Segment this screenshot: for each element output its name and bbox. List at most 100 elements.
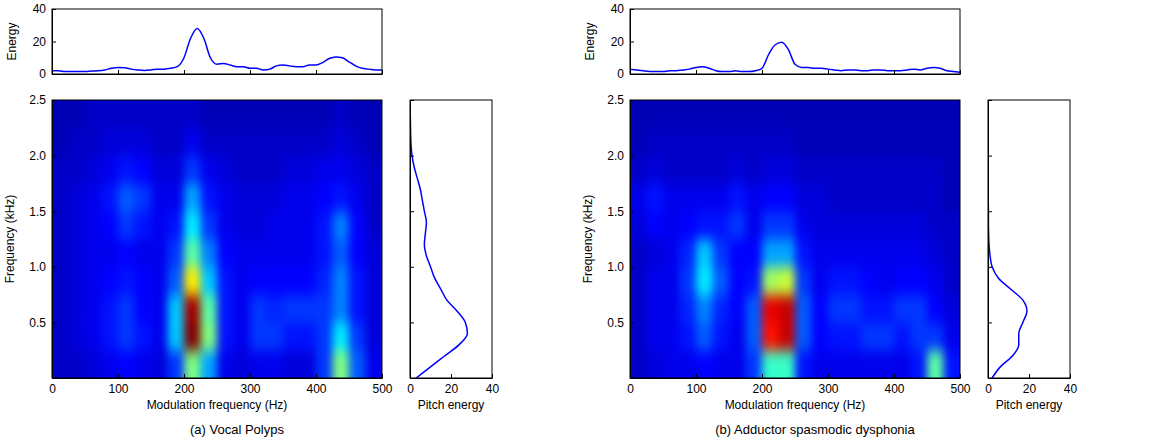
heat-cell [300,267,317,295]
heat-cell [267,128,284,156]
heat-cell [630,350,647,378]
x-axis: 02040 [407,374,499,396]
heat-cell [102,267,119,295]
heat-cell [69,350,86,378]
cells [52,100,382,378]
heat-cell [663,267,680,295]
pitch-line [988,100,1027,378]
heat-cell [713,183,730,211]
heat-cell [52,322,69,350]
heat-cell [729,211,746,239]
tick-label: 40 [1064,382,1078,396]
tick: 200 [174,374,194,396]
tick [828,70,829,74]
heat-cell [151,267,168,295]
tick-label: 500 [950,382,970,396]
heat-cell [746,350,763,378]
tick [118,70,119,74]
tick-label: 0 [985,382,992,396]
heat-cell [713,267,730,295]
plot-background [630,100,960,378]
tick-label: 1.0 [607,260,624,274]
heat-cell [927,100,944,128]
heat-cell [894,211,911,239]
marks [630,42,960,72]
tick-label: 400 [884,382,904,396]
heat-cell [234,267,251,295]
heat-cell [333,211,350,239]
tick-mark [988,267,992,268]
marks [410,100,467,378]
heat-cell [696,128,713,156]
tick-mark [250,70,251,74]
heat-cell [217,295,234,323]
heat-cell [878,211,895,239]
heat-cell [366,350,383,378]
heat-cell [944,322,961,350]
x-axis: 0100200300400500 [49,374,393,396]
heat-cell [267,239,284,267]
x-axis: 0100200300400500 [627,374,971,396]
energy-plot: 02040Energy [583,2,961,81]
tick-mark [316,374,317,378]
heat-cell [168,211,185,239]
heat-cell [779,100,796,128]
axis-title: Energy [5,22,19,60]
heat-cell [151,183,168,211]
heat-cell [861,183,878,211]
heat-cell [250,128,267,156]
heat-cell [944,295,961,323]
heat-cell [894,100,911,128]
heat-cell [630,211,647,239]
pitch-plot: 02040Pitch energy [407,100,499,412]
heat-cell [696,350,713,378]
heat-cell [680,239,697,267]
heat-cell [812,350,829,378]
heat-cell [911,211,928,239]
heat-cell [316,322,333,350]
heat-cell [812,322,829,350]
heat-cell [300,156,317,184]
heat-cell [894,322,911,350]
heat-cell [647,128,664,156]
heat-cell [250,322,267,350]
heat-cell [217,211,234,239]
axis-title: Frequency (kHz) [581,195,595,284]
energy-line [52,29,382,72]
heat-cell [878,100,895,128]
tick-mark [828,374,829,378]
pitch-plot: 02040Pitch energy [985,100,1077,412]
heat-cell [250,100,267,128]
heat-cell [300,295,317,323]
tick [988,211,992,212]
marks [52,29,382,72]
heat-cell [795,100,812,128]
tick-mark [451,374,452,378]
heat-cell [944,239,961,267]
heat-cell [894,267,911,295]
heat-cell [779,211,796,239]
tick-mark [696,374,697,378]
heat-cell [333,295,350,323]
heat-cell [316,128,333,156]
tick-mark [894,70,895,74]
plot-background [988,100,1070,378]
heat-cell [283,239,300,267]
heat-cell [283,295,300,323]
caption: (b) Adductor spasmodic dysphonia [715,422,915,437]
heat-cell [267,322,284,350]
heat-cell [85,295,102,323]
heat-cell [828,156,845,184]
heat-cell [696,267,713,295]
heat-cell [85,322,102,350]
x-axis: 02040 [985,374,1077,396]
heat-cell [85,267,102,295]
heat-cell [746,295,763,323]
tick-label: 20 [445,382,459,396]
y-axis [988,101,992,379]
heat-cell [69,322,86,350]
heat-cell [300,239,317,267]
tick-mark [250,374,251,378]
heat-cell [911,100,928,128]
heat-cell [911,156,928,184]
